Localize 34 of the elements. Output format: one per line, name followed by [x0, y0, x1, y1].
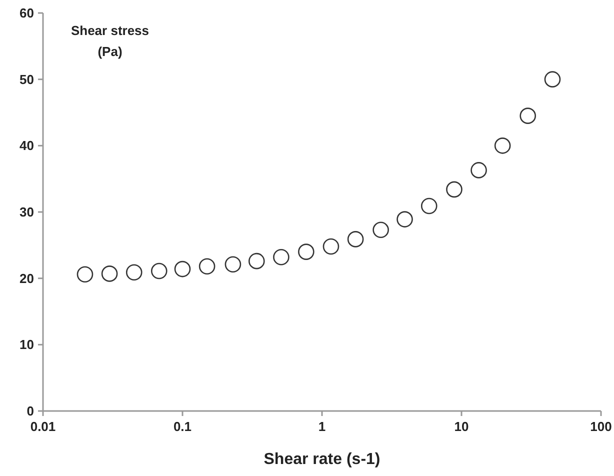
- point: [101, 266, 118, 282]
- x-tick-label: 10: [454, 419, 469, 434]
- point: [150, 262, 168, 280]
- y-tick-label: 10: [20, 337, 34, 352]
- y-tick-label: 20: [20, 270, 34, 286]
- point: [494, 138, 511, 154]
- point: [273, 248, 290, 266]
- point: [446, 181, 462, 198]
- y-tick-label: 30: [20, 204, 34, 220]
- point: [420, 198, 438, 214]
- point: [76, 266, 94, 282]
- point: [520, 108, 536, 124]
- x-tick-label: 0.01: [30, 419, 56, 434]
- y-tick-label: 50: [20, 72, 34, 87]
- point: [372, 222, 389, 238]
- point: [298, 244, 314, 260]
- x-tick-label: 1: [318, 419, 326, 434]
- x-tick-label: 100: [590, 419, 612, 434]
- point: [174, 260, 191, 278]
- point: [198, 258, 216, 275]
- y-tick-label: 0: [26, 404, 34, 418]
- x-tick-label: 0.1: [173, 419, 192, 434]
- point: [544, 71, 561, 88]
- y-tick-label: 40: [20, 138, 34, 154]
- y-axis-title: Shear stress (Pa): [70, 23, 150, 59]
- point: [396, 211, 413, 228]
- point: [347, 231, 364, 248]
- point: [470, 162, 487, 178]
- point: [322, 238, 340, 255]
- point: [126, 264, 142, 280]
- point: [248, 252, 265, 270]
- point: [224, 256, 242, 273]
- x-axis-title: Shear rate (s-1): [264, 451, 380, 468]
- y-tick-label: 60: [20, 6, 34, 20]
